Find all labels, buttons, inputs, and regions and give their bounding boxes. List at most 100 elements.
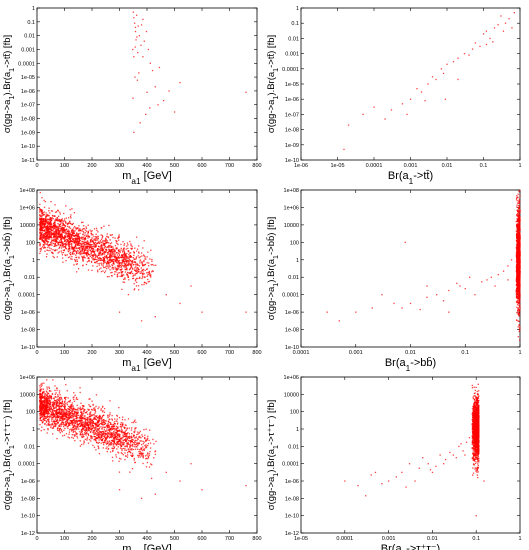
data-point [48, 222, 50, 224]
data-point [518, 320, 520, 323]
data-point [102, 240, 104, 243]
data-point [474, 42, 477, 44]
x-tick-label: 500 [170, 163, 179, 169]
data-point [40, 212, 43, 214]
data-point [518, 206, 521, 209]
x-tick-label: 600 [197, 350, 206, 356]
data-point [107, 422, 109, 425]
data-point [115, 256, 118, 258]
data-point [448, 289, 450, 292]
data-point [113, 255, 115, 257]
data-point [67, 229, 70, 231]
data-point [516, 226, 518, 228]
data-point [76, 271, 78, 273]
data-point [71, 234, 73, 237]
data-point [43, 244, 45, 246]
data-point [39, 423, 41, 426]
data-point [147, 274, 149, 276]
data-point [517, 223, 519, 225]
data-point [104, 270, 107, 272]
data-point [103, 261, 105, 263]
data-point [103, 262, 105, 264]
data-point [74, 237, 77, 239]
data-point [73, 212, 76, 214]
data-point [56, 241, 58, 243]
data-point [82, 233, 84, 236]
data-point [59, 235, 61, 237]
data-point [75, 417, 77, 420]
data-point [518, 212, 520, 214]
data-point [59, 229, 62, 232]
data-point [47, 422, 49, 425]
data-point [151, 69, 154, 72]
data-point [190, 285, 192, 287]
data-point [90, 250, 92, 253]
data-point [82, 258, 84, 260]
y-tick-label: 1e-08 [21, 117, 35, 123]
data-point [143, 448, 145, 450]
data-point [515, 224, 518, 227]
data-point [100, 227, 103, 229]
data-point [123, 442, 126, 444]
data-point [137, 268, 139, 271]
data-point [127, 250, 129, 252]
data-point [131, 247, 133, 250]
data-point [519, 247, 521, 249]
data-point [109, 444, 112, 446]
data-point [92, 254, 95, 256]
data-point [121, 275, 123, 277]
data-point [43, 237, 45, 240]
data-point [119, 250, 121, 252]
data-point [55, 407, 57, 409]
data-point [127, 264, 129, 266]
data-point [517, 267, 519, 270]
data-point [147, 281, 149, 283]
data-point [517, 308, 519, 311]
y-tick-label: 1e-06 [285, 97, 299, 103]
data-point [61, 228, 63, 230]
data-point [116, 429, 118, 431]
data-point [118, 250, 120, 252]
data-point [125, 245, 128, 247]
data-point [54, 406, 56, 408]
data-point [507, 279, 509, 281]
data-point [97, 231, 99, 233]
data-point [101, 248, 104, 251]
data-point [90, 238, 93, 241]
data-point [85, 245, 87, 248]
data-point [61, 421, 64, 423]
y-tick-label: 0.1 [291, 21, 299, 27]
data-point [517, 236, 519, 238]
data-point [87, 231, 89, 234]
data-point [52, 229, 54, 231]
data-point [96, 236, 98, 238]
data-point [517, 251, 519, 253]
data-point [60, 419, 62, 421]
data-point [136, 266, 139, 269]
data-point [62, 241, 64, 243]
y-tick-label: 1e-07 [285, 112, 299, 118]
data-point [516, 287, 518, 290]
data-point [111, 252, 114, 254]
data-point [515, 291, 518, 293]
data-point [50, 390, 52, 392]
data-point [92, 420, 94, 423]
data-point [54, 225, 56, 227]
data-point [69, 208, 71, 211]
data-point [124, 452, 126, 454]
data-point [41, 238, 44, 241]
data-point [48, 399, 50, 402]
data-point [114, 245, 117, 247]
data-point [130, 445, 132, 447]
data-point [97, 254, 99, 256]
data-point [102, 419, 105, 421]
data-point [517, 193, 519, 195]
data-point [133, 254, 135, 257]
data-point [47, 215, 50, 217]
data-point [96, 428, 98, 431]
data-point [150, 249, 152, 251]
data-point [474, 294, 476, 296]
y-tick-label: 0.01 [24, 444, 35, 450]
data-point [49, 221, 52, 223]
data-point [153, 457, 155, 459]
